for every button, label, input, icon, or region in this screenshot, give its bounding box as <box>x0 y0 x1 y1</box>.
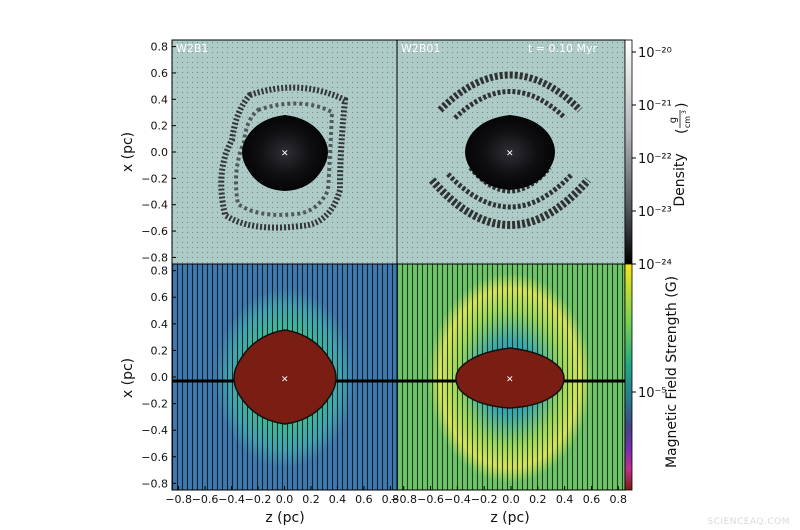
density-core <box>242 115 328 191</box>
x-tick-label: 0.8 <box>382 493 400 506</box>
x-tick-label: 0.0 <box>502 493 520 506</box>
y-tick-label: −0.8 <box>141 251 168 264</box>
density-label: Density <box>672 153 688 206</box>
y-ticks-bottom: −0.8 −0.6 −0.4 −0.2 0.0 0.2 0.4 0.6 0.8 <box>141 265 176 490</box>
density-colorbar-ticks: 10⁻²⁰ 10⁻²¹ 10⁻²² 10⁻²³ 10⁻²⁴ <box>632 46 672 273</box>
panel-field-w2b01: ✕ <box>397 264 625 490</box>
x-tick-label: 0.0 <box>276 493 294 506</box>
x-tick-label: 0.6 <box>583 493 601 506</box>
x-tick-label: −0.2 <box>471 493 498 506</box>
y-axis-label-top: x (pc) <box>120 132 136 172</box>
y-tick-label: −0.6 <box>141 451 168 464</box>
y-ticks-top: −0.8 −0.6 −0.4 −0.2 0.0 0.2 0.4 0.6 0.8 <box>141 41 176 264</box>
y-tick-label: −0.6 <box>141 225 168 238</box>
center-marker: ✕ <box>506 375 514 385</box>
center-marker: ✕ <box>506 149 514 159</box>
y-tick-label: −0.4 <box>141 199 168 212</box>
density-tick-label: 10⁻²³ <box>638 205 672 220</box>
density-unit-exp: 3 <box>681 110 688 114</box>
panel-density-w2b01: ✕ <box>397 40 625 264</box>
center-marker: ✕ <box>281 375 289 385</box>
x-tick-label: −0.4 <box>444 493 471 506</box>
field-colorbar-label: Magnetic Field Strength (G) <box>664 276 680 468</box>
y-axis-label-bottom: x (pc) <box>120 358 136 398</box>
x-tick-label: 0.2 <box>302 493 320 506</box>
x-tick-label: −0.6 <box>417 493 444 506</box>
x-tick-label: −0.2 <box>245 493 272 506</box>
panel-density-w2b1: ✕ <box>172 40 397 264</box>
x-axis-label-left: z (pc) <box>265 510 304 526</box>
panel-field-w2b1: ✕ <box>172 264 397 490</box>
time-label: t = 0.10 Myr <box>528 42 598 55</box>
x-ticks-right: −0.8 −0.6 −0.4 −0.2 0.0 0.2 0.4 0.6 0.8 <box>390 486 627 506</box>
field-colorbar-tick: 10⁻⁵ <box>638 386 667 401</box>
y-tick-label: 0.2 <box>151 344 169 357</box>
x-tick-label: −0.8 <box>390 493 417 506</box>
density-unit-num: g <box>668 117 679 123</box>
x-tick-label: −0.6 <box>192 493 219 506</box>
density-shell-inner <box>234 101 335 217</box>
field-core <box>455 347 565 409</box>
y-tick-label: 0.0 <box>151 146 169 159</box>
y-tick-label: 0.4 <box>151 318 169 331</box>
field-colorbar <box>624 263 633 491</box>
x-ticks-left: −0.8 −0.6 −0.4 −0.2 0.0 0.2 0.4 0.6 0.8 <box>165 486 399 506</box>
density-tick-label: 10⁻²⁰ <box>638 46 672 61</box>
density-core <box>465 115 555 190</box>
watermark: SCIENCEAQ.COM <box>707 517 790 527</box>
panel-label-w2b01: W2B01 <box>401 42 440 55</box>
density-tick-label: 10⁻²⁴ <box>638 258 672 273</box>
y-tick-label: 0.0 <box>151 371 169 384</box>
y-tick-label: 0.8 <box>151 265 169 278</box>
y-tick-label: 0.4 <box>151 93 169 106</box>
x-tick-label: −0.4 <box>218 493 245 506</box>
y-tick-label: −0.2 <box>141 172 168 185</box>
y-tick-label: 0.6 <box>151 291 169 304</box>
density-unit-paren-close: ) <box>674 103 690 108</box>
x-tick-label: 0.2 <box>529 493 547 506</box>
y-tick-label: 0.6 <box>151 67 169 80</box>
field-core <box>233 329 337 425</box>
x-tick-label: 0.4 <box>329 493 347 506</box>
y-tick-label: −0.4 <box>141 424 168 437</box>
center-marker: ✕ <box>281 149 289 159</box>
x-axis-label-right: z (pc) <box>490 510 529 526</box>
x-tick-label: 0.4 <box>556 493 574 506</box>
x-tick-label: −0.8 <box>165 493 192 506</box>
density-unit-paren-open: ( <box>674 129 690 134</box>
x-tick-label: 0.6 <box>355 493 373 506</box>
y-tick-label: −0.2 <box>141 398 168 411</box>
y-tick-label: −0.8 <box>141 477 168 490</box>
panel-label-w2b1: W2B1 <box>176 42 208 55</box>
y-tick-label: 0.2 <box>151 120 169 133</box>
y-tick-label: 0.8 <box>151 41 169 54</box>
density-tick-label: 10⁻²² <box>638 152 672 167</box>
density-unit-den: cm <box>683 116 692 128</box>
density-tick-label: 10⁻²¹ <box>638 99 672 114</box>
density-colorbar <box>624 39 633 265</box>
density-colorbar-label: Density g cm 3 ( ) <box>668 103 692 207</box>
x-tick-label: 0.8 <box>610 493 628 506</box>
